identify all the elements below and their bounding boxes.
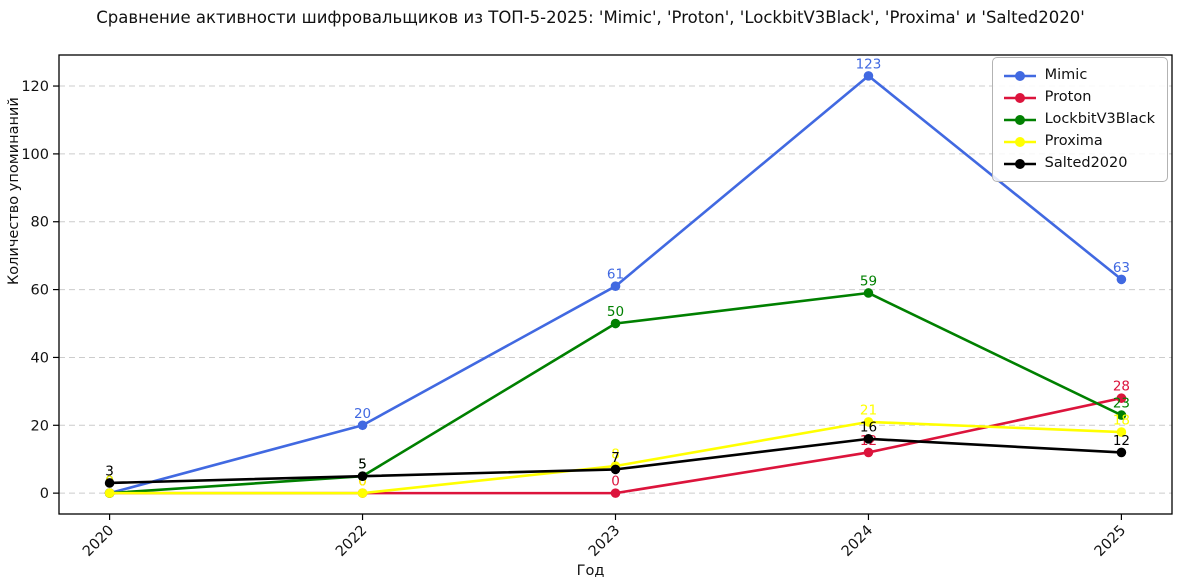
- data-point-salted2020: [1116, 447, 1127, 458]
- point-label-proton: 0: [358, 474, 367, 490]
- x-tick-label: 2023: [586, 523, 623, 560]
- point-label-mimic: 123: [856, 56, 882, 72]
- data-point-proxima: [863, 417, 874, 427]
- x-tick-label: 2024: [839, 523, 876, 560]
- data-point-mimic: [863, 71, 874, 81]
- point-label-mimic: 61: [607, 267, 624, 283]
- legend-label: Proton: [1044, 89, 1092, 105]
- legend-item-salted2020: Salted2020: [1003, 155, 1155, 172]
- point-label-salted2020: 7: [611, 450, 620, 466]
- point-label-proxima: 21: [860, 402, 877, 418]
- data-point-proton: [1116, 393, 1127, 403]
- legend-swatch-icon: [1003, 136, 1036, 147]
- point-label-salted2020: 5: [358, 457, 367, 473]
- point-label-salted2020: 12: [1113, 433, 1130, 449]
- data-point-lockbitv3black: [863, 288, 874, 298]
- legend-swatch-icon: [1003, 114, 1036, 125]
- legend-label: Mimic: [1044, 67, 1088, 83]
- data-point-lockbitv3black: [610, 318, 621, 329]
- y-tick-label: 60: [31, 283, 49, 299]
- x-tick-label: 2022: [333, 523, 370, 560]
- legend-label: LockbitV3Black: [1044, 111, 1155, 127]
- point-label-lockbitv3black: 5: [358, 457, 367, 473]
- point-label-lockbitv3black: 50: [607, 304, 624, 320]
- y-tick-label: 40: [31, 350, 49, 366]
- data-point-lockbitv3black: [1116, 410, 1127, 420]
- point-label-proxima: 8: [611, 446, 620, 462]
- point-label-lockbitv3black: 59: [860, 273, 877, 289]
- point-label-lockbitv3black: 23: [1113, 396, 1130, 412]
- point-label-proton: 28: [1113, 379, 1130, 395]
- data-point-proton: [863, 447, 874, 458]
- data-point-salted2020: [863, 434, 874, 444]
- legend-swatch-icon: [1003, 158, 1036, 169]
- y-tick-label: 0: [40, 486, 49, 502]
- legend-label: Proxima: [1044, 133, 1103, 149]
- legend-label: Salted2020: [1044, 155, 1128, 171]
- data-point-salted2020: [104, 478, 115, 488]
- point-label-salted2020: 16: [860, 419, 877, 435]
- point-label-proxima: 0: [358, 474, 367, 490]
- data-point-proxima: [357, 488, 368, 498]
- data-point-mimic: [357, 420, 368, 431]
- y-axis-label: Количество упоминаний: [6, 97, 22, 285]
- point-label-proxima: 18: [1113, 413, 1130, 429]
- legend-item-lockbitv3black: LockbitV3Black: [1003, 111, 1155, 128]
- y-tick-label: 20: [31, 418, 49, 434]
- y-tick-label: 120: [21, 79, 49, 95]
- data-point-proxima: [104, 488, 115, 498]
- y-tick-label: 100: [21, 147, 49, 163]
- point-label-mimic: 63: [1113, 260, 1130, 276]
- legend: Mimic Proton LockbitV3Black Proxima Salt…: [991, 57, 1168, 182]
- y-tick-label: 80: [31, 215, 49, 231]
- x-axis-label: Год: [576, 563, 605, 579]
- data-point-proton: [610, 488, 621, 498]
- legend-item-proxima: Proxima: [1003, 133, 1155, 150]
- legend-swatch-icon: [1003, 70, 1036, 81]
- point-label-salted2020: 3: [105, 463, 114, 479]
- point-label-proton: 0: [611, 474, 620, 490]
- x-tick-label: 2020: [80, 523, 117, 560]
- legend-swatch-icon: [1003, 92, 1036, 103]
- data-point-mimic: [1116, 274, 1127, 285]
- data-point-proxima: [1116, 427, 1127, 437]
- data-point-salted2020: [610, 464, 621, 475]
- chart-title: Сравнение активности шифровальщиков из Т…: [96, 8, 1085, 27]
- legend-item-proton: Proton: [1003, 89, 1155, 106]
- plot-border: [58, 54, 1173, 515]
- data-point-mimic: [610, 281, 621, 291]
- legend-item-mimic: Mimic: [1003, 67, 1155, 84]
- point-label-mimic: 20: [354, 406, 371, 422]
- x-tick-label: 2025: [1092, 523, 1129, 560]
- data-point-salted2020: [357, 471, 368, 481]
